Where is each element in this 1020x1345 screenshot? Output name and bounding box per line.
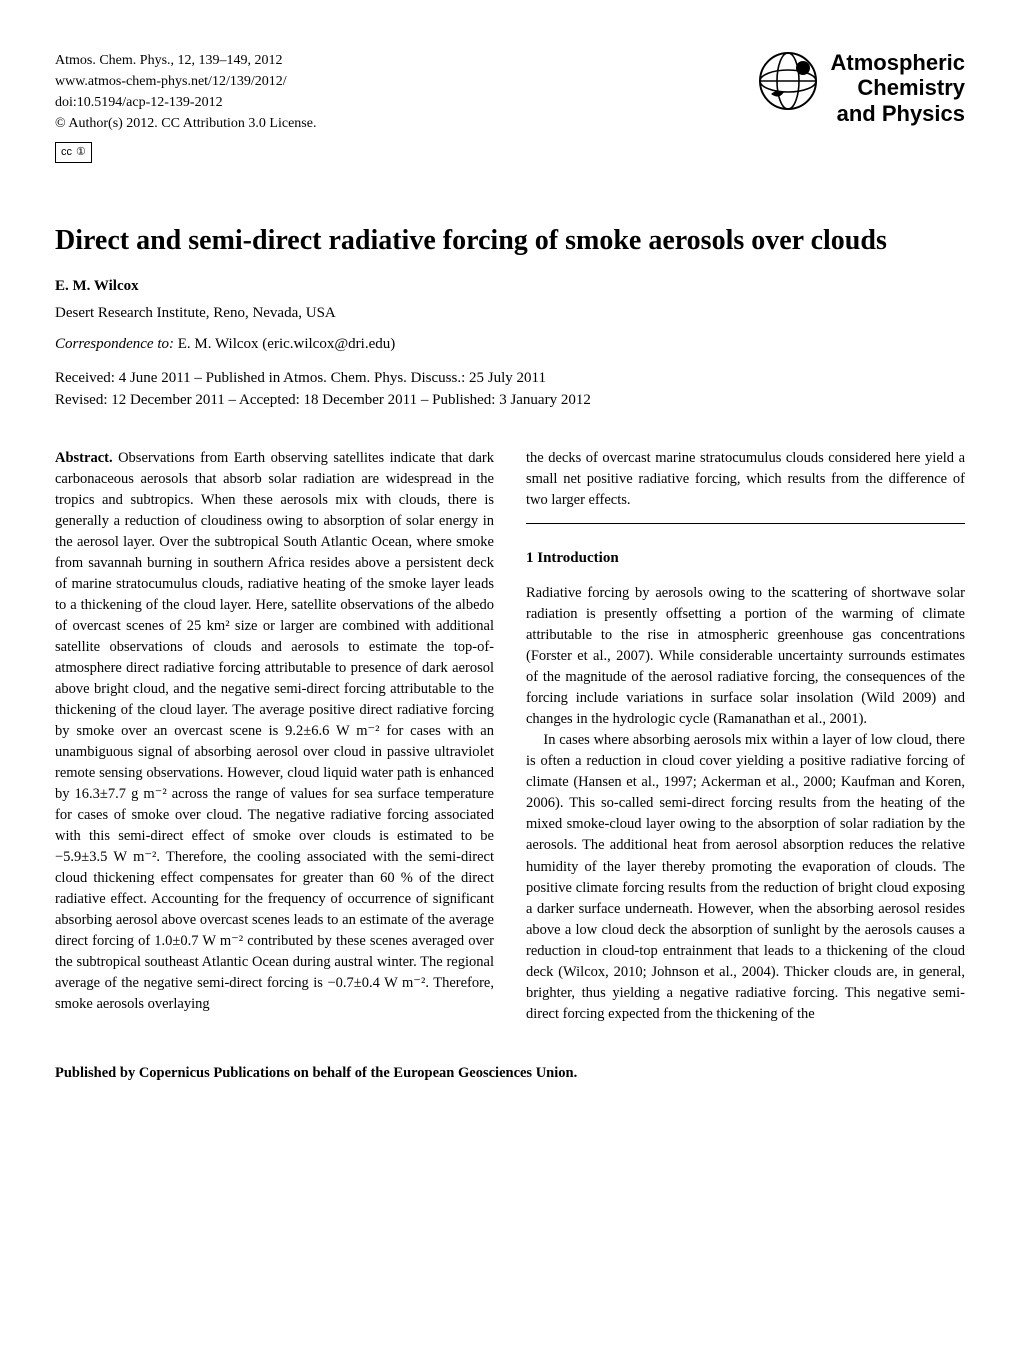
page-header: Atmos. Chem. Phys., 12, 139–149, 2012 ww…	[55, 50, 965, 163]
section-1-paragraph-2: In cases where absorbing aerosols mix wi…	[526, 730, 965, 1024]
article-title: Direct and semi-direct radiative forcing…	[55, 223, 965, 258]
author-name: E. M. Wilcox	[55, 278, 965, 295]
abstract-continuation: the decks of overcast marine stratocumul…	[526, 448, 965, 511]
logo-line-2: Chemistry	[831, 75, 965, 100]
copyright-line: © Author(s) 2012. CC Attribution 3.0 Lic…	[55, 113, 316, 134]
body-columns: Abstract. Observations from Earth observ…	[55, 448, 965, 1025]
abstract-label: Abstract.	[55, 450, 113, 466]
abstract-paragraph: Abstract. Observations from Earth observ…	[55, 448, 494, 1015]
logo-line-3: and Physics	[831, 101, 965, 126]
citation-line: Atmos. Chem. Phys., 12, 139–149, 2012	[55, 50, 316, 71]
cc-license-badge: cc ①	[55, 142, 92, 163]
egu-globe-icon	[757, 50, 819, 117]
doi: doi:10.5194/acp-12-139-2012	[55, 92, 316, 113]
publication-dates: Received: 4 June 2011 – Published in Atm…	[55, 367, 965, 412]
page-footer: Published by Copernicus Publications on …	[55, 1065, 965, 1082]
journal-logo-block: Atmospheric Chemistry and Physics	[757, 50, 965, 126]
dates-line-1: Received: 4 June 2011 – Published in Atm…	[55, 367, 965, 390]
journal-logo-text: Atmospheric Chemistry and Physics	[831, 50, 965, 126]
journal-url: www.atmos-chem-phys.net/12/139/2012/	[55, 71, 316, 92]
by-icon: ①	[76, 144, 86, 161]
correspondence-text: E. M. Wilcox (eric.wilcox@dri.edu)	[174, 336, 395, 352]
logo-line-1: Atmospheric	[831, 50, 965, 75]
cc-icon: cc	[61, 144, 72, 161]
section-1-heading: 1 Introduction	[526, 548, 965, 570]
citation-block: Atmos. Chem. Phys., 12, 139–149, 2012 ww…	[55, 50, 316, 163]
dates-line-2: Revised: 12 December 2011 – Accepted: 18…	[55, 389, 965, 412]
left-column: Abstract. Observations from Earth observ…	[55, 448, 494, 1025]
correspondence-label: Correspondence to:	[55, 336, 174, 352]
abstract-text: Observations from Earth observing satell…	[55, 450, 494, 1012]
author-affiliation: Desert Research Institute, Reno, Nevada,…	[55, 305, 965, 322]
right-column: the decks of overcast marine stratocumul…	[526, 448, 965, 1025]
section-divider	[526, 523, 965, 524]
correspondence-line: Correspondence to: E. M. Wilcox (eric.wi…	[55, 336, 965, 353]
section-1-paragraph-1: Radiative forcing by aerosols owing to t…	[526, 583, 965, 730]
